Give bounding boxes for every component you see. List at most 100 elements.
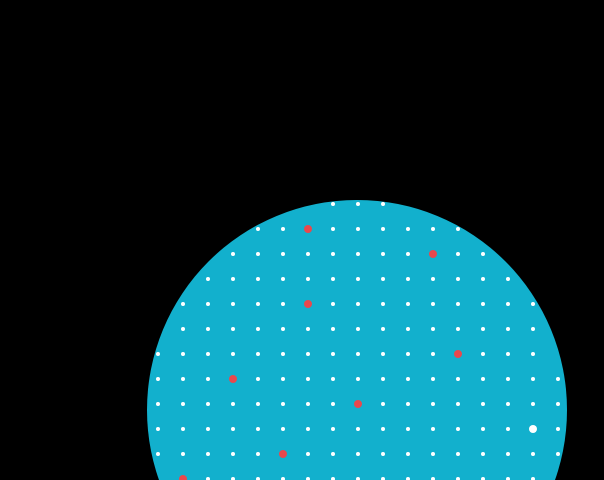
- grid-dot: [205, 426, 211, 432]
- grid-dot: [280, 226, 286, 232]
- grid-dot: [455, 451, 461, 457]
- grid-dot: [180, 401, 186, 407]
- grid-dot: [230, 301, 236, 307]
- grid-dot: [230, 451, 236, 457]
- grid-dot: [355, 376, 361, 382]
- grid-dot: [255, 401, 261, 407]
- grid-dot: [480, 326, 486, 332]
- grid-dot: [330, 476, 336, 480]
- grid-dot: [380, 201, 386, 207]
- grid-dot: [330, 401, 336, 407]
- grid-dot: [480, 476, 486, 480]
- grid-dot: [455, 376, 461, 382]
- grid-dot: [280, 426, 286, 432]
- grid-dot: [480, 376, 486, 382]
- grid-dot: [505, 276, 511, 282]
- grid-dot: [455, 226, 461, 232]
- grid-dot: [430, 276, 436, 282]
- grid-dot: [255, 326, 261, 332]
- grid-dot: [355, 476, 361, 480]
- grid-dot: [205, 376, 211, 382]
- grid-dot: [455, 401, 461, 407]
- grid-dot: [280, 351, 286, 357]
- grid-dot: [305, 376, 311, 382]
- grid-dot: [355, 451, 361, 457]
- grid-dot: [430, 326, 436, 332]
- grid-dot: [380, 276, 386, 282]
- grid-dot: [155, 401, 161, 407]
- grid-dot: [180, 301, 186, 307]
- grid-dot: [505, 401, 511, 407]
- grid-dot: [305, 326, 311, 332]
- grid-dot: [355, 226, 361, 232]
- accent-dot: [304, 225, 312, 233]
- grid-dot: [305, 426, 311, 432]
- grid-dot: [280, 376, 286, 382]
- grid-dot: [530, 476, 536, 480]
- grid-dot: [255, 351, 261, 357]
- grid-dot: [255, 276, 261, 282]
- grid-dot: [180, 351, 186, 357]
- grid-dot: [380, 451, 386, 457]
- grid-dot: [180, 426, 186, 432]
- grid-dot: [530, 301, 536, 307]
- grid-dot: [405, 376, 411, 382]
- grid-dot: [555, 451, 561, 457]
- grid-dot: [480, 401, 486, 407]
- accent-dot: [429, 250, 437, 258]
- grid-dot: [505, 476, 511, 480]
- grid-dot: [355, 351, 361, 357]
- grid-dot: [405, 451, 411, 457]
- grid-dot: [405, 326, 411, 332]
- grid-dot: [405, 476, 411, 480]
- grid-dot: [230, 276, 236, 282]
- grid-dot: [330, 451, 336, 457]
- grid-dot: [455, 426, 461, 432]
- grid-dot: [230, 326, 236, 332]
- grid-dot: [330, 326, 336, 332]
- grid-dot: [480, 426, 486, 432]
- grid-dot: [255, 451, 261, 457]
- grid-dot: [355, 201, 361, 207]
- grid-dot: [305, 476, 311, 480]
- grid-dot: [530, 401, 536, 407]
- grid-dot: [255, 251, 261, 257]
- grid-dot: [430, 451, 436, 457]
- grid-dot: [380, 351, 386, 357]
- grid-dot: [205, 451, 211, 457]
- grid-dot: [280, 401, 286, 407]
- grid-dot: [305, 276, 311, 282]
- grid-dot: [255, 376, 261, 382]
- grid-dot: [330, 251, 336, 257]
- grid-dot: [230, 476, 236, 480]
- grid-dot: [430, 426, 436, 432]
- grid-dot: [205, 301, 211, 307]
- accent-dot: [229, 375, 237, 383]
- grid-dot: [455, 476, 461, 480]
- grid-dot: [280, 276, 286, 282]
- grid-dot: [455, 251, 461, 257]
- grid-dot: [430, 476, 436, 480]
- grid-dot: [555, 376, 561, 382]
- grid-dot: [430, 301, 436, 307]
- grid-dot: [480, 301, 486, 307]
- grid-dot: [230, 426, 236, 432]
- grid-dot: [430, 351, 436, 357]
- grid-dot: [505, 426, 511, 432]
- grid-dot: [230, 401, 236, 407]
- grid-dot: [505, 326, 511, 332]
- grid-dot: [155, 351, 161, 357]
- grid-dot: [330, 276, 336, 282]
- grid-dot: [555, 401, 561, 407]
- grid-dot: [530, 326, 536, 332]
- grid-dot: [280, 251, 286, 257]
- grid-dot: [355, 326, 361, 332]
- grid-dot: [505, 451, 511, 457]
- grid-dot: [430, 376, 436, 382]
- grid-dot: [455, 301, 461, 307]
- grid-dot: [405, 226, 411, 232]
- grid-dot: [555, 426, 561, 432]
- grid-dot: [280, 476, 286, 480]
- grid-dot: [230, 251, 236, 257]
